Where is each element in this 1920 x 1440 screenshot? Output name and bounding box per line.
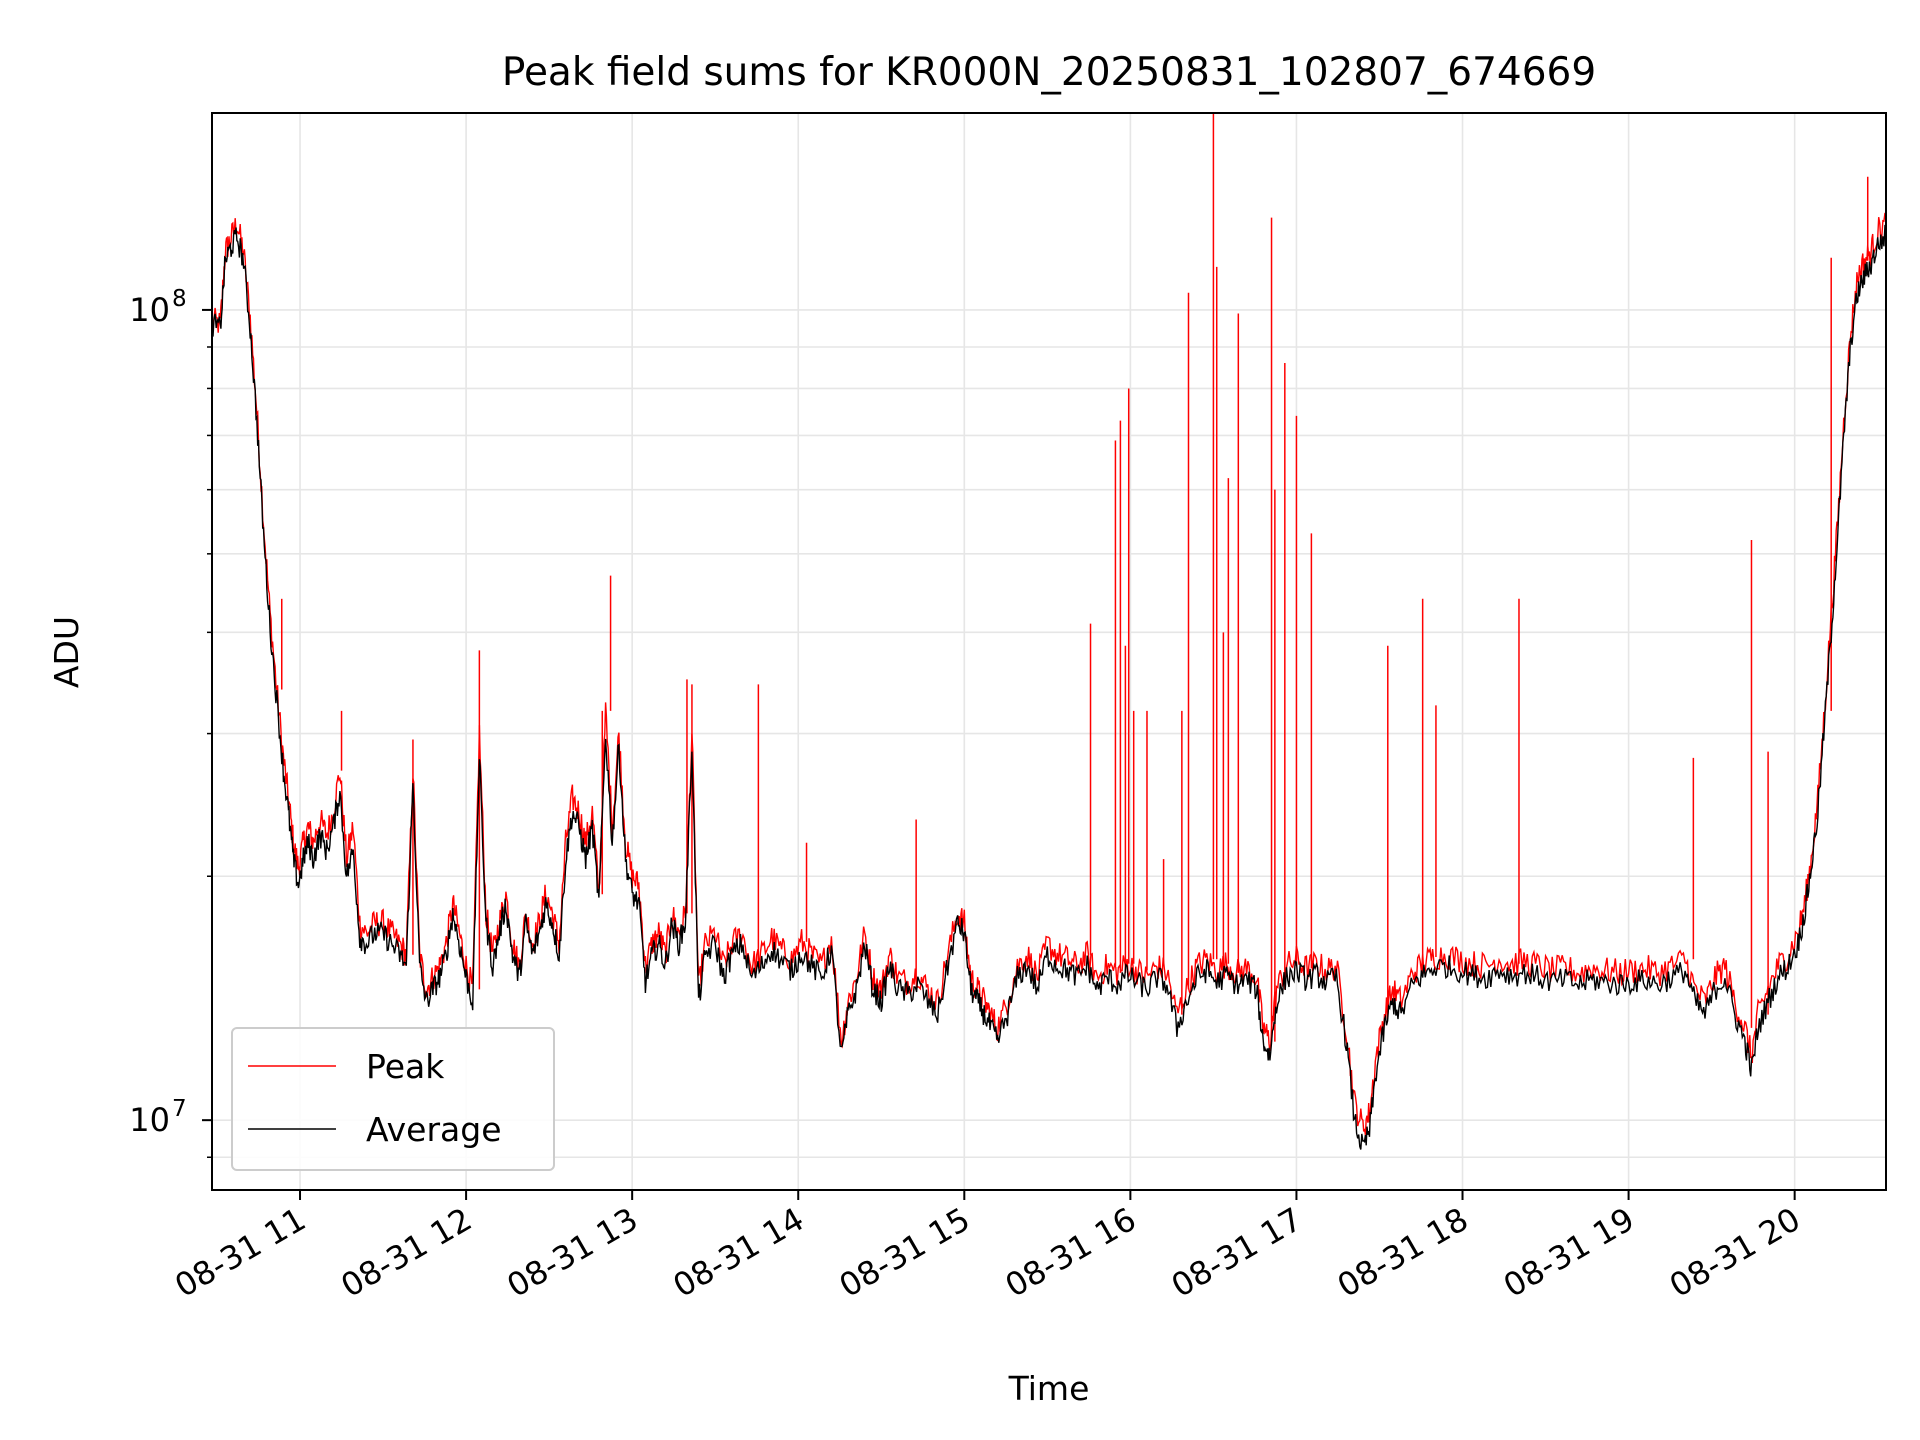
plot-data xyxy=(212,113,1886,1150)
grid xyxy=(212,113,1886,1190)
x-axis-label: Time xyxy=(1008,1369,1090,1408)
y-tick-label: 10 7 xyxy=(129,1096,186,1139)
legend-label-average: Average xyxy=(366,1110,502,1149)
plot-frame xyxy=(211,112,1887,1191)
y-tick-label: 10 8 xyxy=(129,286,186,329)
legend-label-peak: Peak xyxy=(366,1047,445,1086)
y-tick-exponent: 7 xyxy=(172,1096,187,1122)
series-line-average xyxy=(212,224,1886,1150)
legend: Peak Average xyxy=(231,1027,555,1171)
y-tick-base: 10 xyxy=(129,291,170,329)
legend-box xyxy=(231,1027,555,1171)
y-axis-label: ADU xyxy=(47,616,86,688)
chart-title: Peak field sums for KR000N_20250831_1028… xyxy=(502,50,1596,95)
y-tick-exponent: 8 xyxy=(172,286,187,312)
y-tick-base: 10 xyxy=(129,1101,170,1139)
